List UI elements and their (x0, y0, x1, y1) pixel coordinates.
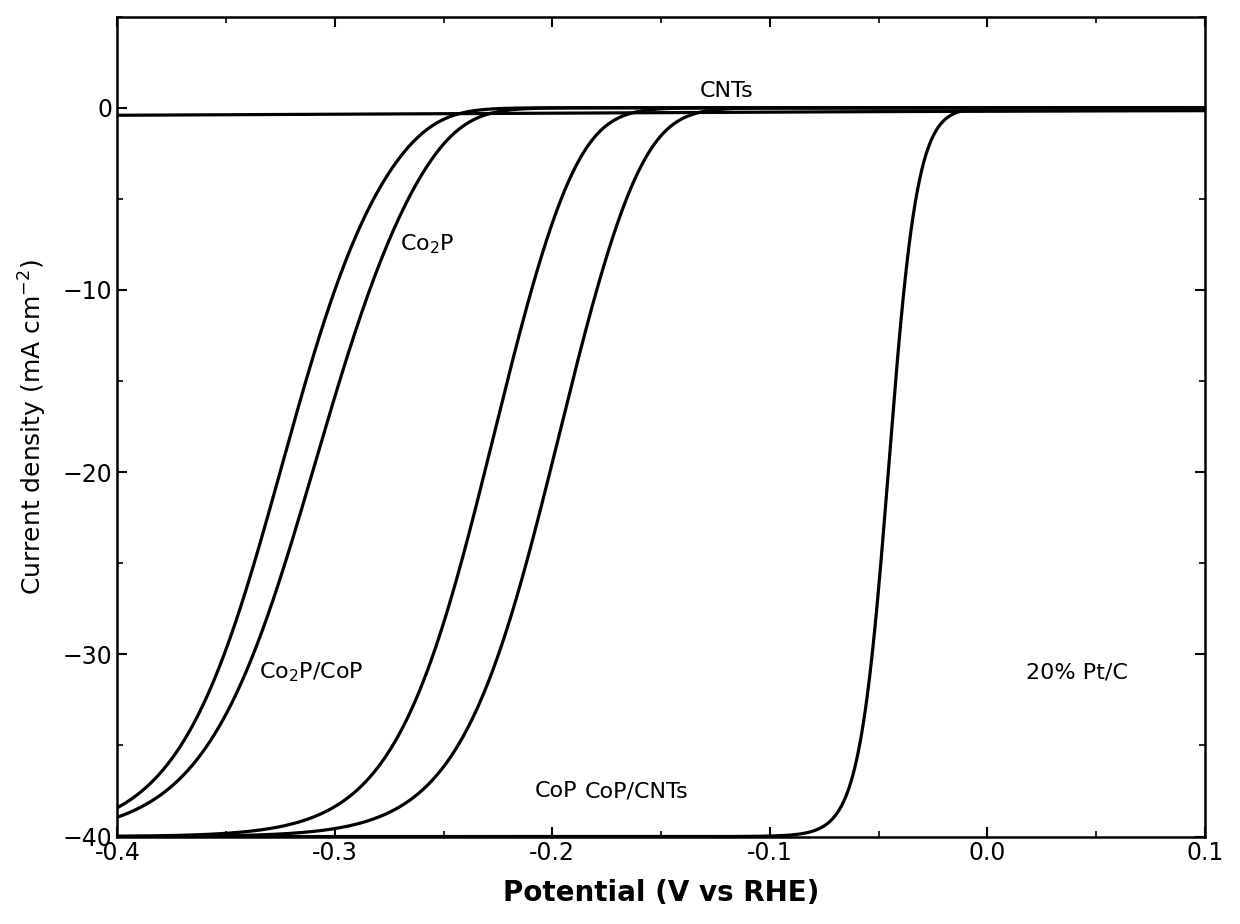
Text: CoP: CoP (534, 781, 578, 801)
Text: CoP/CNTs: CoP/CNTs (585, 781, 688, 801)
X-axis label: Potential (V vs RHE): Potential (V vs RHE) (503, 880, 820, 907)
Text: Co$_2$P: Co$_2$P (401, 233, 455, 256)
Y-axis label: Current density (mA cm$^{-2}$): Current density (mA cm$^{-2}$) (16, 259, 48, 595)
Text: Co$_2$P/CoP: Co$_2$P/CoP (259, 661, 363, 685)
Text: CNTs: CNTs (699, 81, 753, 102)
Text: 20% Pt/C: 20% Pt/C (1027, 663, 1128, 683)
